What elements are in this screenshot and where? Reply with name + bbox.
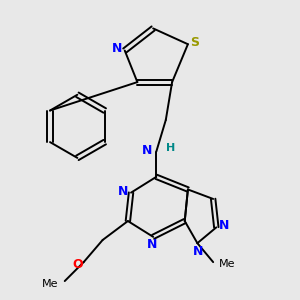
Text: N: N — [142, 144, 152, 158]
Text: N: N — [193, 244, 203, 258]
Text: Me: Me — [42, 279, 58, 289]
Text: H: H — [166, 143, 175, 153]
Text: N: N — [118, 185, 128, 198]
Text: S: S — [190, 36, 199, 49]
Text: N: N — [219, 219, 230, 232]
Text: N: N — [112, 42, 122, 56]
Text: O: O — [73, 258, 83, 271]
Text: N: N — [146, 238, 157, 251]
Text: Me: Me — [219, 259, 235, 269]
